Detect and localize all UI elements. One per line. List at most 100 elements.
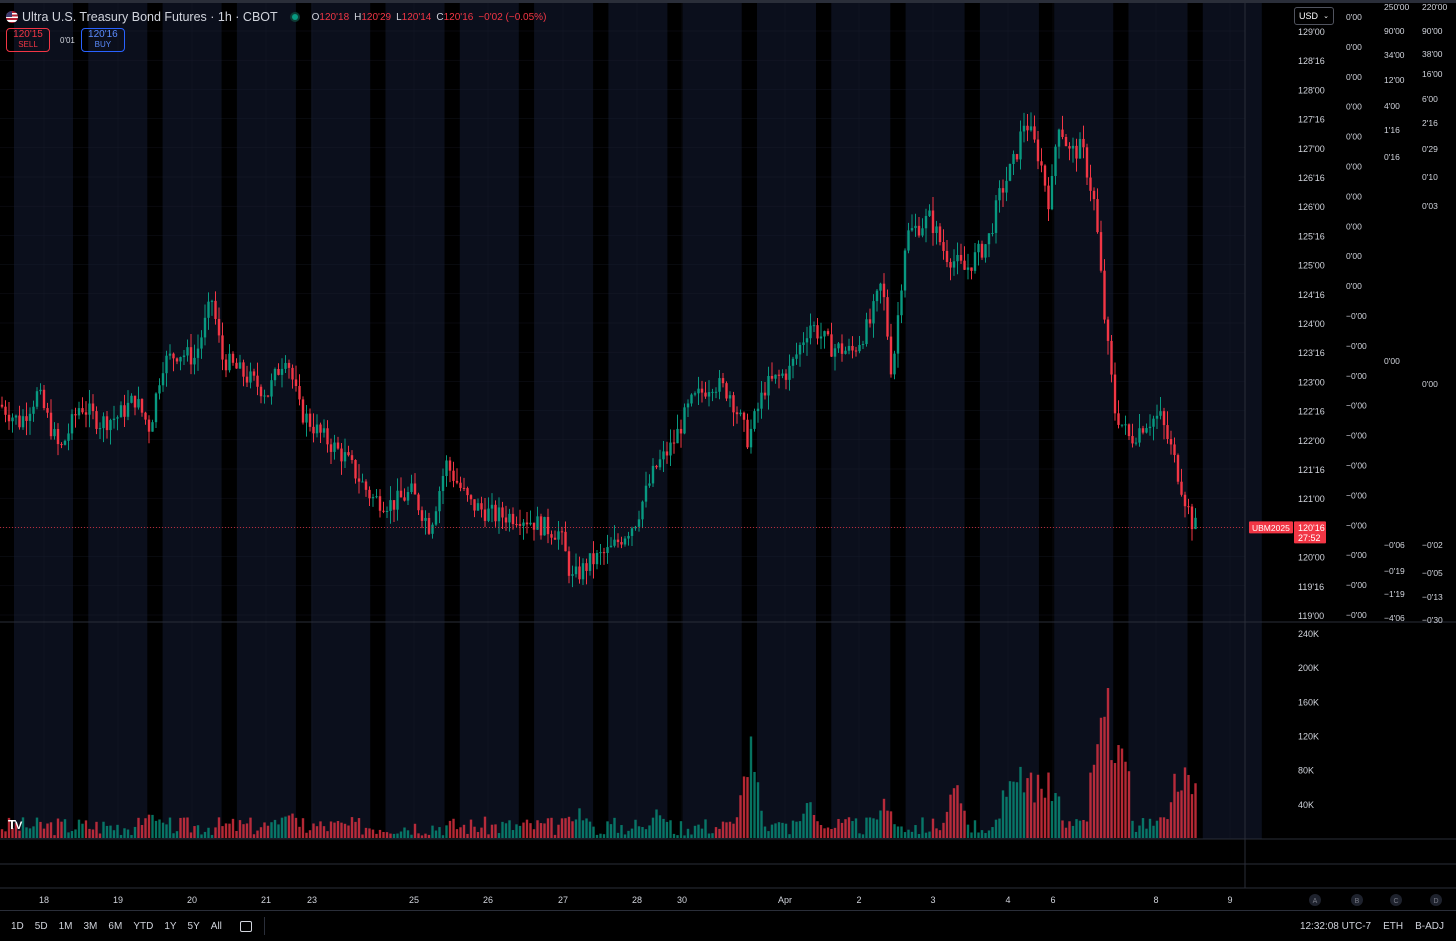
buy-button[interactable]: 120'16 BUY bbox=[80, 28, 125, 52]
range-button-3m[interactable]: 3M bbox=[83, 920, 98, 932]
candle-body bbox=[753, 411, 756, 429]
volume-bar bbox=[865, 817, 868, 838]
volume-bar bbox=[1138, 825, 1141, 838]
candle-body bbox=[420, 510, 424, 521]
time-tick-label: 18 bbox=[39, 895, 49, 905]
volume-bar bbox=[228, 823, 231, 838]
volume-bar bbox=[868, 817, 872, 838]
candle-body bbox=[777, 374, 781, 376]
volume-bar bbox=[739, 795, 742, 838]
candle-body bbox=[830, 334, 833, 357]
candle-body bbox=[847, 345, 851, 351]
volume-bar bbox=[1148, 818, 1152, 838]
candle-body bbox=[571, 574, 574, 576]
marker-a[interactable]: A bbox=[1309, 894, 1321, 906]
candle-body bbox=[676, 428, 679, 444]
candle-body bbox=[431, 524, 434, 534]
candle-body bbox=[280, 368, 284, 375]
sell-button[interactable]: 120'15 SELL bbox=[6, 28, 50, 52]
volume-bar bbox=[210, 834, 214, 838]
volume-bar bbox=[1047, 772, 1050, 838]
scale-col3-label: −0'05 bbox=[1422, 568, 1443, 578]
candle-body bbox=[56, 429, 60, 445]
candle-body bbox=[88, 403, 91, 415]
volume-bar bbox=[560, 818, 564, 838]
volume-bar bbox=[525, 819, 529, 838]
candle-body bbox=[242, 362, 245, 377]
volume-bar bbox=[1169, 802, 1173, 838]
candle-body bbox=[900, 290, 903, 316]
candle-body bbox=[203, 317, 207, 338]
volume-bar bbox=[564, 818, 567, 838]
range-button-1d[interactable]: 1D bbox=[11, 920, 24, 932]
candle-body bbox=[245, 376, 249, 383]
adjustment-toggle[interactable]: B-ADJ bbox=[1415, 920, 1444, 932]
range-button-1y[interactable]: 1Y bbox=[164, 920, 177, 932]
volume-bar bbox=[1057, 796, 1061, 838]
candle-body bbox=[1138, 428, 1141, 443]
range-button-5d[interactable]: 5D bbox=[34, 920, 48, 932]
time-tick-label: 30 bbox=[677, 895, 687, 905]
candle-body bbox=[301, 399, 305, 423]
candle-body bbox=[802, 342, 805, 346]
candle-body bbox=[865, 319, 868, 345]
candle-body bbox=[371, 497, 375, 499]
volume-bar bbox=[536, 820, 539, 838]
session-toggle[interactable]: ETH bbox=[1383, 920, 1404, 932]
candle-body bbox=[553, 537, 557, 540]
session-band bbox=[905, 3, 965, 839]
currency-select[interactable]: USD ⌄ bbox=[1294, 7, 1334, 25]
volume-bar bbox=[1026, 778, 1029, 838]
volume-bar bbox=[1190, 794, 1194, 838]
volume-bar bbox=[315, 826, 319, 838]
candle-body bbox=[1050, 175, 1054, 210]
volume-bar bbox=[721, 821, 725, 838]
candle-body bbox=[172, 353, 175, 359]
volume-bar bbox=[1022, 792, 1026, 838]
volume-bar bbox=[63, 819, 67, 838]
range-button-6m[interactable]: 6M bbox=[108, 920, 123, 932]
volume-bar bbox=[532, 829, 536, 838]
candle-body bbox=[599, 552, 602, 554]
volume-bar bbox=[74, 829, 77, 838]
symbol-title[interactable]: Ultra U.S. Treasury Bond Futures · 1h · … bbox=[22, 10, 278, 24]
range-button-1m[interactable]: 1M bbox=[58, 920, 73, 932]
price-chart[interactable]: 129'00 128'16 128'00 127'16 127'00 126'16 126'… bbox=[0, 0, 1456, 910]
volume-bar bbox=[1117, 745, 1120, 838]
range-button-all[interactable]: All bbox=[210, 920, 222, 932]
candle-body bbox=[882, 283, 886, 298]
volume-bar bbox=[490, 824, 494, 838]
scale-col3-label: 0'03 bbox=[1422, 201, 1438, 211]
candle-body bbox=[214, 300, 217, 319]
candle-body bbox=[1176, 455, 1180, 482]
volume-bar bbox=[242, 824, 245, 838]
marker-d[interactable]: D bbox=[1430, 894, 1442, 906]
candle-body bbox=[833, 348, 837, 357]
range-button-ytd[interactable]: YTD bbox=[133, 920, 154, 932]
marker-b[interactable]: B bbox=[1351, 894, 1363, 906]
volume-bar bbox=[1155, 820, 1159, 838]
volume-bar bbox=[588, 821, 592, 838]
candle-body bbox=[1155, 415, 1159, 419]
time-tick-label: 28 bbox=[632, 895, 642, 905]
candle-body bbox=[837, 343, 840, 349]
volume-bar bbox=[802, 813, 805, 838]
candle-body bbox=[18, 415, 21, 428]
volume-bar bbox=[270, 822, 273, 838]
candle-body bbox=[396, 490, 399, 510]
volume-bar bbox=[109, 825, 112, 838]
volume-bar bbox=[452, 818, 455, 838]
candle-body bbox=[935, 226, 938, 234]
volume-bar bbox=[858, 833, 861, 838]
volume-bar bbox=[732, 823, 735, 838]
marker-c[interactable]: C bbox=[1390, 894, 1402, 906]
volume-bar bbox=[361, 834, 364, 838]
calendar-icon[interactable] bbox=[239, 920, 252, 932]
range-button-5y[interactable]: 5Y bbox=[187, 920, 200, 932]
candle-body bbox=[1015, 154, 1019, 160]
volume-bar bbox=[861, 834, 865, 838]
candle-body bbox=[606, 547, 609, 554]
candle-body bbox=[410, 483, 413, 493]
clock[interactable]: 12:32:08 UTC-7 bbox=[1299, 920, 1372, 932]
volume-bar bbox=[686, 828, 690, 838]
